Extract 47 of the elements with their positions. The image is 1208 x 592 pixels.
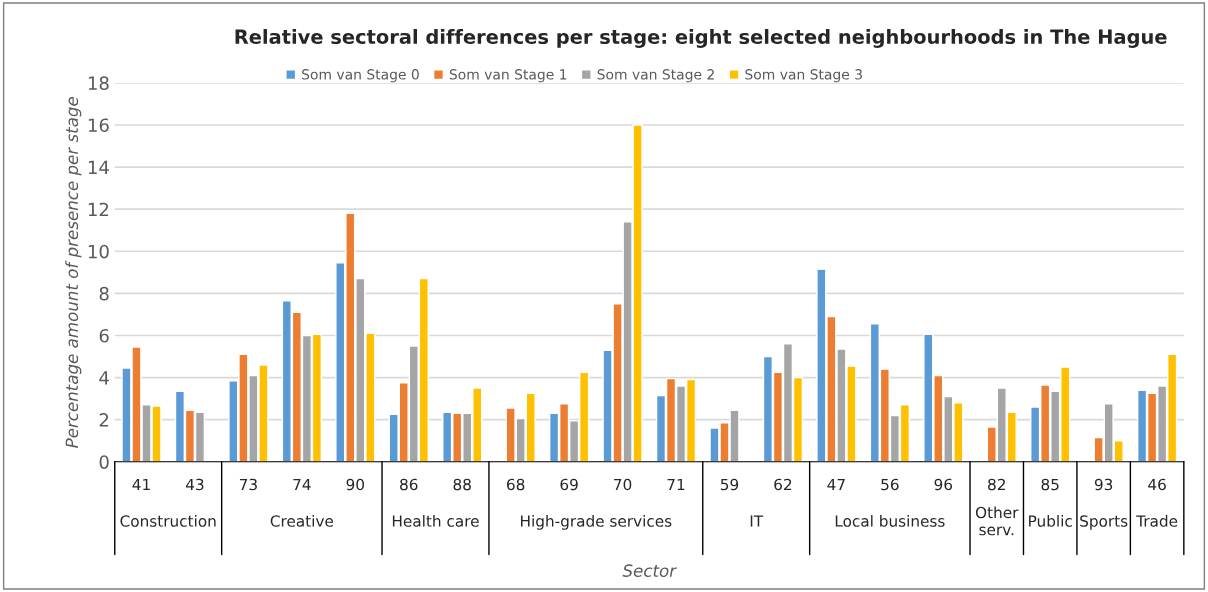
x-tick-label: 86 <box>400 478 418 491</box>
text: Other serv. <box>975 506 1019 536</box>
legend-label: Som van Stage 3 <box>745 69 862 83</box>
x-tick-label: 47 <box>827 478 845 491</box>
x-tick-label: 82 <box>988 478 1005 491</box>
y-tick-label: 6 <box>99 328 109 343</box>
y-tick-label: 12 <box>88 202 109 217</box>
text: High-grade services <box>521 514 672 530</box>
text: Health care <box>392 514 479 527</box>
y-tick-label: 2 <box>99 413 109 427</box>
x-tick-label: 46 <box>1148 478 1166 491</box>
legend-label: Som van Stage 0 <box>302 69 419 83</box>
text: Creative <box>270 514 334 527</box>
x-tick-label: 71 <box>667 478 685 491</box>
y-tick-label: 10 <box>88 244 109 259</box>
x-tick-label: 56 <box>881 478 899 491</box>
legend-label: Som van Stage 1 <box>449 69 567 83</box>
x-tick-label: 90 <box>346 478 365 491</box>
x-tick-label: 85 <box>1041 478 1059 491</box>
text: Public <box>1029 514 1072 527</box>
y-axis-title: Percentage amount of presence per stage <box>65 97 82 448</box>
x-tick-label: 96 <box>934 478 953 491</box>
x-tick-label: 88 <box>453 478 471 491</box>
y-tick-label: 0 <box>99 455 109 469</box>
text: Local business <box>835 514 945 527</box>
x-tick-label: 68 <box>507 478 525 491</box>
x-tick-label: 70 <box>614 478 632 491</box>
x-tick-label: 73 <box>239 478 257 491</box>
legend-label: Som van Stage 2 <box>597 69 714 83</box>
chart-title: Relative sectoral differences per stage: eight selected neighbourhoods in The Hague <box>235 28 1167 48</box>
x-tick-label: 62 <box>774 478 792 491</box>
x-tick-label: 59 <box>720 478 739 491</box>
y-tick-label: 4 <box>99 371 109 385</box>
text: Trade <box>1136 514 1178 527</box>
x-tick-label: 74 <box>293 478 311 491</box>
x-tick-label: 93 <box>1094 478 1113 491</box>
x-axis-title: Sector <box>622 564 677 577</box>
text: IT <box>750 515 764 527</box>
x-tick-label: 41 <box>132 478 150 491</box>
x-tick-label: 43 <box>185 478 204 491</box>
y-tick-label: 18 <box>88 76 109 90</box>
x-tick-label: 69 <box>560 478 578 491</box>
text: Sports <box>1080 515 1128 530</box>
text: Construction <box>120 514 216 527</box>
y-tick-label: 8 <box>99 286 109 301</box>
y-tick-label: 14 <box>88 160 109 174</box>
y-tick-label: 16 <box>88 118 109 133</box>
